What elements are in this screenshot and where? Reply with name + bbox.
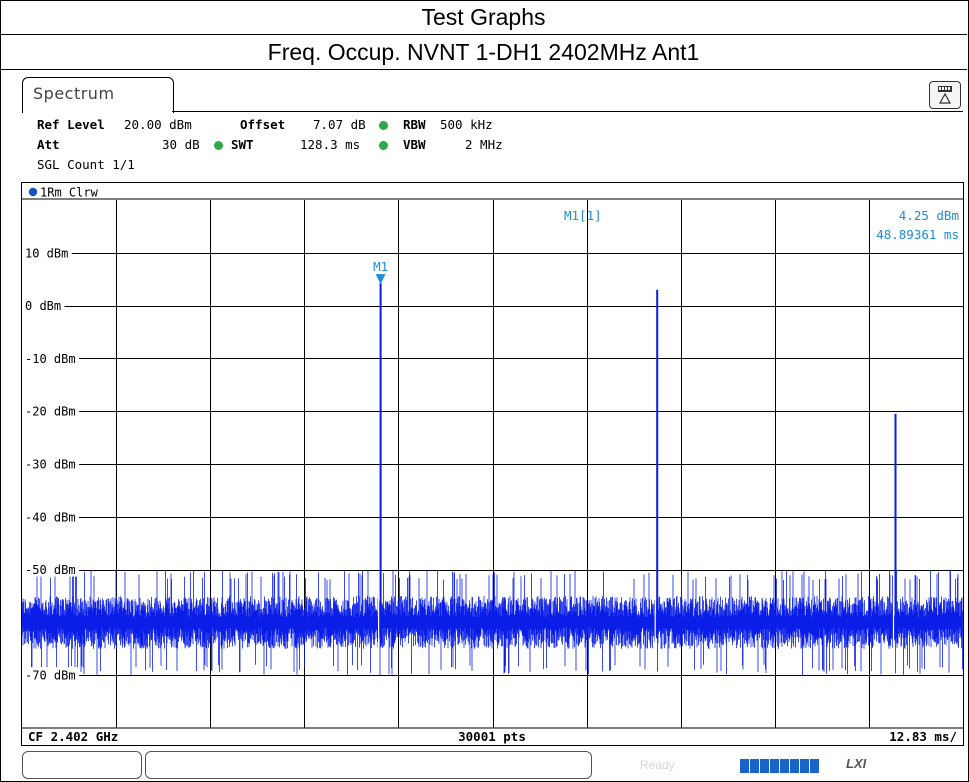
- page-title: Test Graphs: [0, 0, 967, 35]
- swt-indicator-icon: [214, 141, 223, 150]
- vbw-label: VBW: [403, 137, 426, 152]
- spectrum-chart: 1Rm Clrw 10 dBm 0 dBm -10 dBm -20 dBm -30 dB…: [22, 183, 963, 745]
- progress-indicator-icon: [740, 759, 820, 773]
- y-tick-label: -10 dBm: [25, 352, 76, 366]
- trace-label: 1Rm Clrw: [40, 186, 99, 200]
- swt-label: SWT: [231, 137, 254, 152]
- y-tick-label: -70 dBm: [25, 669, 76, 683]
- att-label: Att: [37, 137, 60, 152]
- trace-peak: [656, 290, 658, 639]
- offset-value: 7.07 dB: [313, 117, 366, 132]
- offset-indicator-icon: [379, 121, 388, 130]
- lxi-logo: LXI: [846, 756, 866, 771]
- rbw-label: RBW: [403, 117, 426, 132]
- ref-level-label: Ref Level: [37, 117, 105, 132]
- marker-group: M1: [373, 259, 388, 284]
- offset-label: Offset: [240, 117, 285, 132]
- att-value: 30 dB: [162, 137, 200, 152]
- display-mode-button[interactable]: [929, 81, 961, 109]
- status-text: Ready: [640, 758, 675, 772]
- vbw-value: 2 MHz: [465, 137, 503, 152]
- y-tick-label: -50 dBm: [25, 563, 76, 577]
- test-subtitle: Freq. Occup. NVNT 1-DH1 2402MHz Ant1: [0, 35, 967, 70]
- tab-spectrum[interactable]: Spectrum: [22, 77, 174, 113]
- marker-readout-label: M1[1]: [564, 208, 602, 223]
- y-tick-label: 0 dBm: [25, 299, 61, 313]
- noise-floor-trace: [22, 570, 963, 676]
- sweep-points: 30001 pts: [458, 729, 526, 744]
- rbw-value: 500 kHz: [440, 117, 493, 132]
- vbw-indicator-icon: [379, 141, 388, 150]
- trace-indicator-icon: [29, 188, 37, 196]
- sgl-count: SGL Count 1/1: [37, 157, 135, 172]
- ref-level-value: 20.00 dBm: [124, 117, 192, 132]
- status-field-left[interactable]: [22, 751, 142, 779]
- trace-peak: [380, 283, 382, 638]
- y-tick-label: -30 dBm: [25, 458, 76, 472]
- y-tick-label: 10 dBm: [25, 246, 68, 260]
- tab-divider: [172, 111, 963, 112]
- spectrum-plot: 1Rm Clrw 10 dBm 0 dBm -10 dBm -20 dBm -30 dB…: [21, 182, 964, 746]
- tab-spectrum-label: Spectrum: [33, 84, 115, 103]
- marker-m1-label: M1: [373, 259, 388, 274]
- y-tick-label: -20 dBm: [25, 405, 76, 419]
- swt-value: 128.3 ms: [300, 137, 360, 152]
- marker-readout-time: 48.89361 ms: [876, 227, 959, 242]
- status-field-message[interactable]: [145, 751, 592, 779]
- center-frequency: CF 2.402 GHz: [28, 729, 118, 744]
- marker-m1-icon: [376, 274, 386, 284]
- marker-readout-value: 4.25 dBm: [899, 208, 959, 223]
- grid-lines: [22, 200, 963, 728]
- y-tick-label: -40 dBm: [25, 510, 76, 524]
- trace-series: [22, 283, 963, 675]
- window-icon: [930, 82, 960, 108]
- time-per-division: 12.83 ms/: [889, 729, 957, 744]
- trace-peak: [895, 414, 897, 638]
